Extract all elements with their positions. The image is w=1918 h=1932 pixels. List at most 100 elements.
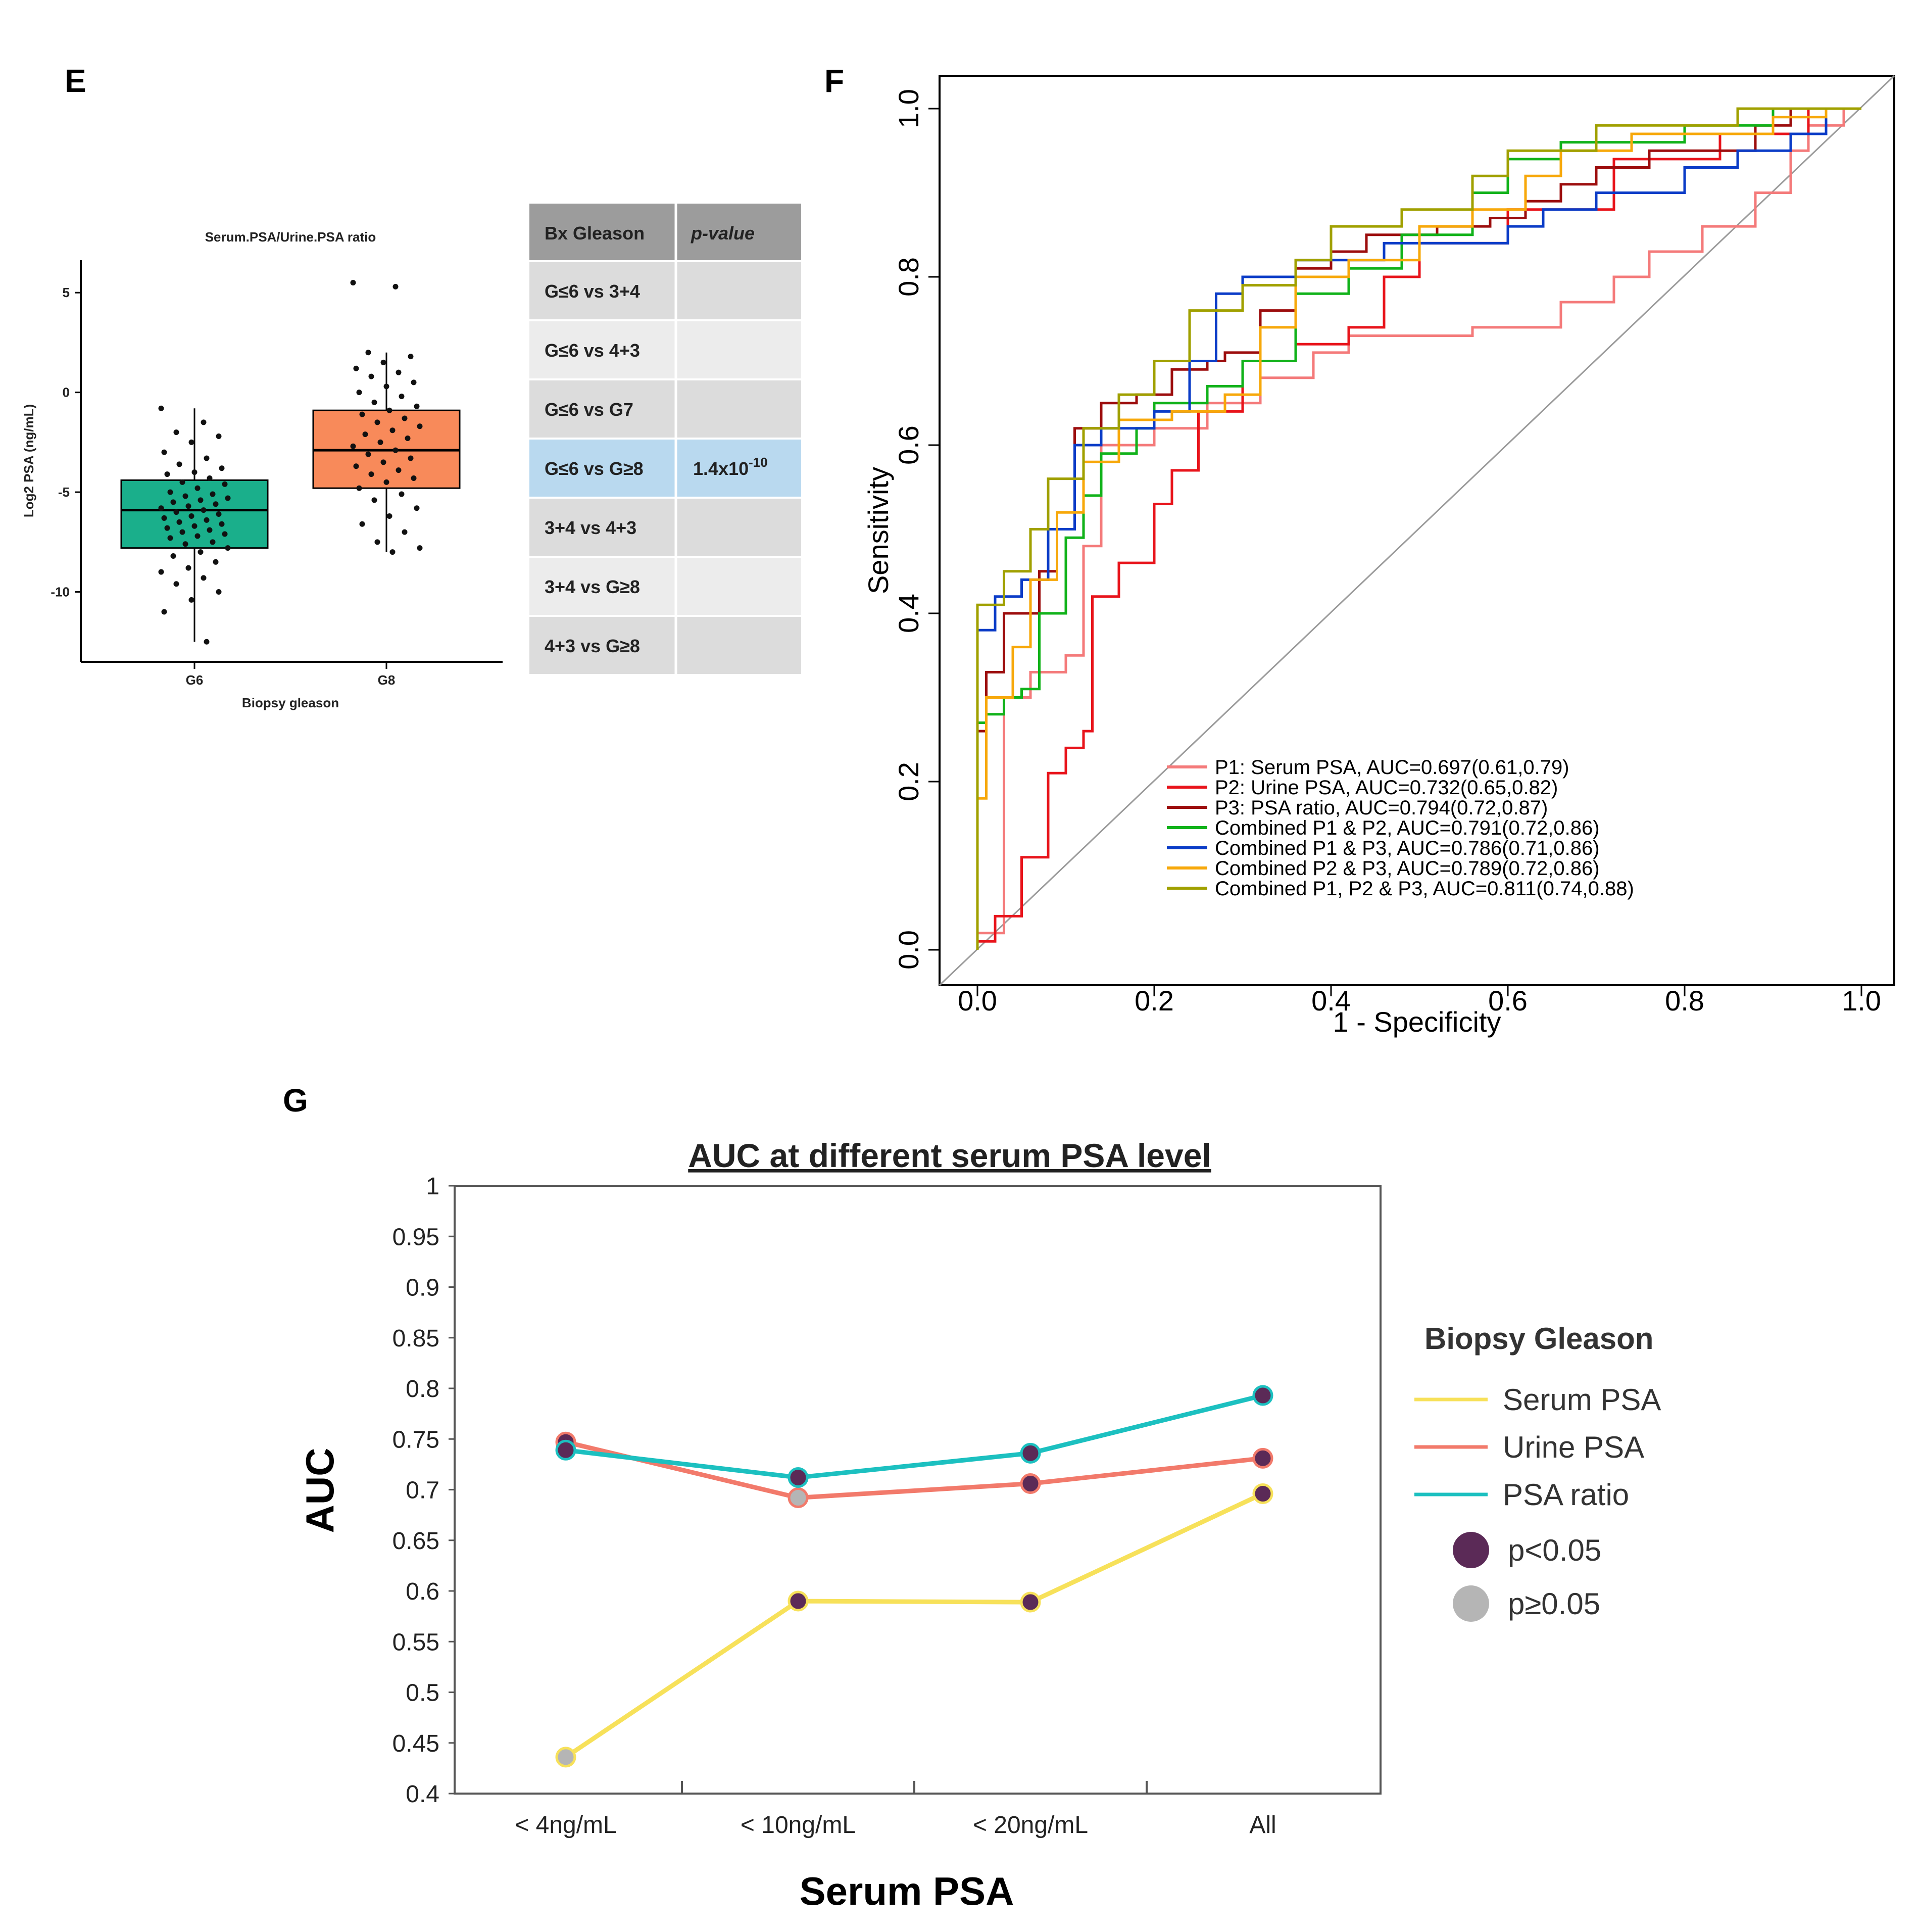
table-row-bg — [529, 380, 801, 438]
table-cell-comparison: 3+4 vs G≥8 — [545, 576, 640, 597]
table-header-bg — [529, 204, 801, 260]
roc-y-tick-label: 0.6 — [893, 425, 924, 465]
boxplot-point — [383, 479, 389, 485]
roc-plot-frame — [939, 75, 1895, 986]
boxplot-point — [173, 509, 179, 515]
boxplot-point — [225, 545, 231, 551]
boxplot-point — [383, 383, 389, 390]
roc-legend-item: P2: Urine PSA, AUC=0.732(0.65,0.82) — [1167, 777, 1558, 799]
table-cell-comparison: 3+4 vs 4+3 — [545, 517, 636, 538]
boxplot-point — [191, 523, 198, 529]
auc-series-line — [564, 1491, 1264, 1759]
auc-x-ticks: < 4ng/mL < 10ng/mL < 20ng/mL All — [515, 1781, 1276, 1839]
auc-legend-label: Urine PSA — [1503, 1430, 1644, 1464]
boxplot-point — [213, 501, 219, 507]
boxplot-point — [402, 529, 408, 535]
boxplot-box — [120, 479, 269, 549]
boxplot-y-ticks: 5 0 -5 -10 — [51, 285, 81, 600]
boxplot-point — [194, 485, 201, 491]
auc-y-tick-label: 0.65 — [392, 1528, 439, 1555]
boxplot-y-tick-label: -5 — [58, 485, 70, 500]
panel-g-letter: G — [283, 1082, 308, 1119]
roc-legend-item: Combined P1 & P2, AUC=0.791(0.72,0.86) — [1167, 817, 1600, 839]
boxplot-point — [194, 533, 201, 539]
table-row: G≤6 vs 3+4 — [529, 262, 801, 319]
boxplot-point — [170, 499, 176, 505]
auc-marker-legend-item: p<0.05 — [1453, 1532, 1601, 1568]
roc-x-tick-label: 0.6 — [1488, 985, 1528, 1017]
boxplot-point — [389, 549, 396, 555]
auc-y-tick-label: 0.85 — [392, 1325, 439, 1352]
boxplot-point — [219, 521, 225, 527]
roc-y-label: Sensitivity — [862, 467, 894, 594]
boxplot-point — [411, 475, 417, 481]
auc-legend-item: Serum PSA — [1414, 1383, 1661, 1417]
table-row-bg — [529, 558, 801, 615]
table-row: G≤6 vs G7 — [529, 380, 801, 438]
auc-marker-swatch — [1453, 1585, 1489, 1622]
roc-legend-item: P3: PSA ratio, AUC=0.794(0.72,0.87) — [1167, 797, 1548, 819]
gleason-table: Bx Gleason p-value G≤6 vs 3+4G≤6 vs 4+3G… — [529, 204, 801, 674]
boxplot-point — [411, 379, 417, 385]
boxplot-point — [417, 423, 423, 429]
boxplot-point — [359, 411, 365, 417]
roc-x-tick-label: 0.4 — [1311, 985, 1351, 1017]
boxplot-point — [164, 525, 170, 531]
boxplot-point — [380, 459, 386, 465]
boxplot-point — [374, 539, 380, 545]
roc-x-tick-label: 0.2 — [1135, 985, 1174, 1017]
roc-legend-item: Combined P1, P2 & P3, AUC=0.811(0.74,0.8… — [1167, 878, 1634, 900]
boxplot-point — [408, 354, 414, 360]
boxplot-point — [198, 549, 204, 555]
roc-x-label: 1 - Specificity — [1333, 1006, 1501, 1038]
boxplot-point — [222, 531, 228, 537]
boxplot-point — [176, 519, 182, 525]
boxplot-y-tick-label: -10 — [51, 585, 70, 600]
table-row-bg — [529, 321, 801, 378]
roc-y-tick-label: 1.0 — [893, 89, 924, 128]
boxplot-x-tick-label: G8 — [378, 672, 396, 688]
boxplot-point — [179, 479, 185, 485]
auc-y-ticks: 0.4 0.45 0.5 0.55 0.6 0.65 0.7 0.75 0.8 0.85 0.9 0.… — [392, 1173, 455, 1808]
roc-legend-item: P1: Serum PSA, AUC=0.697(0.61,0.79) — [1167, 756, 1569, 779]
auc-x-tick-label: < 20ng/mL — [973, 1812, 1088, 1839]
table-cell-pvalue: 1.4x10-10 — [693, 455, 768, 479]
boxplot-point — [185, 565, 191, 571]
roc-legend-label: P3: PSA ratio, AUC=0.794(0.72,0.87) — [1215, 797, 1548, 819]
boxplot-point — [350, 443, 356, 449]
boxplot-point — [392, 447, 399, 453]
roc-legend-label: P2: Urine PSA, AUC=0.732(0.65,0.82) — [1215, 777, 1558, 799]
boxplot-point — [389, 427, 396, 433]
panel-e-letter: E — [65, 63, 86, 99]
boxplot-point — [201, 419, 207, 425]
boxplot-point — [164, 471, 170, 477]
roc-series-line — [976, 107, 1861, 950]
roc-legend-item: Combined P2 & P3, AUC=0.789(0.72,0.86) — [1167, 857, 1600, 880]
boxplot-point — [386, 513, 392, 519]
roc-x-tick-label: 0.0 — [958, 985, 997, 1017]
auc-y-tick-label: 0.55 — [392, 1629, 439, 1656]
boxplot-point — [182, 493, 188, 499]
boxplot-point — [399, 394, 405, 400]
boxplot-point — [213, 559, 219, 565]
boxplot-y-label: Log2 PSA (ng/mL) — [21, 404, 36, 517]
boxplot-point — [353, 463, 359, 469]
auc-point — [1020, 1591, 1041, 1613]
roc-series-line — [976, 107, 1861, 950]
roc-y-ticks: 0.0 0.2 0.4 0.6 0.8 1.0 — [893, 89, 940, 970]
roc-series-line — [976, 107, 1861, 950]
boxplot-point — [405, 435, 411, 441]
boxplot-point — [392, 283, 399, 289]
table-row: G≤6 vs 4+3 — [529, 321, 801, 378]
table-cell-comparison: G≤6 vs G7 — [545, 399, 633, 420]
boxplot-point — [216, 433, 222, 440]
boxplot-point — [365, 350, 371, 356]
auc-chart-title: AUC at different serum PSA level — [688, 1137, 1211, 1174]
boxplot-point — [204, 455, 210, 461]
auc-point — [1020, 1473, 1041, 1494]
boxplot-point — [356, 485, 362, 491]
boxplot-point — [198, 497, 204, 503]
table-cell-comparison: G≤6 vs 3+4 — [545, 281, 640, 302]
roc-series-group — [976, 107, 1861, 950]
boxplot-point — [179, 529, 185, 535]
